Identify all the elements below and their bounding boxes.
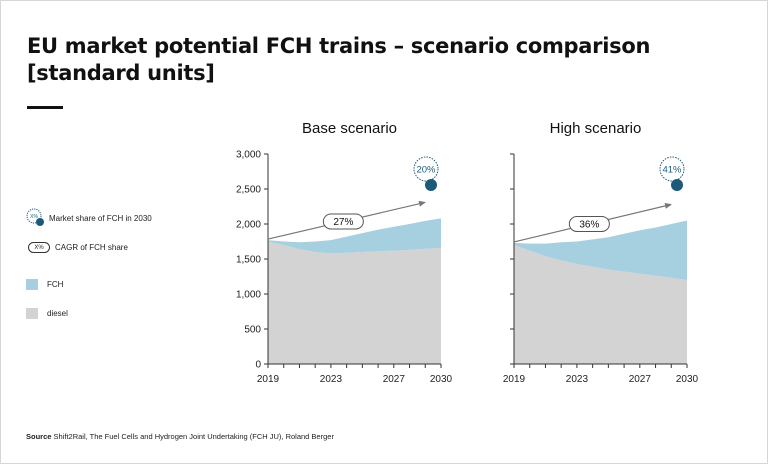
chart-1-x-tick-label: 2027 (383, 374, 406, 385)
chart-1-y-tick-label: 1,000 (236, 290, 261, 301)
legend-diesel: diesel (26, 308, 68, 319)
chart-1: Base scenario 0 500 1,000 1,500 2,000 2,500 3,0… (236, 120, 453, 385)
chart-1-y-tick-label: 3,000 (236, 150, 261, 161)
page-title: EU market potential FCH trains – scenari… (27, 34, 651, 85)
chart-2-diesel-area (514, 245, 687, 364)
legend-fch-label: FCH (47, 280, 64, 289)
chart-2-fch-area (514, 220, 687, 280)
chart-1-y-tick-label: 500 (244, 325, 261, 336)
legend-market-share: X% Market share of FCH in 2030 (26, 208, 152, 228)
chart-1-fch-area (268, 218, 441, 254)
chart-1-cagr-pill (322, 213, 364, 230)
chart-1-x-tick-label: 2030 (430, 374, 453, 385)
market-share-icon: X% (26, 208, 44, 228)
chart-1-y-tick-label: 0 (255, 360, 261, 371)
chart-2-x-tick-label: 2027 (629, 374, 652, 385)
chart-2-title: High scenario (550, 120, 642, 137)
chart-1-h2-drop-icon (425, 179, 437, 191)
legend-fch: FCH (26, 279, 63, 290)
cagr-pill-icon: X% (28, 242, 50, 253)
chart-1-market-share-circle (413, 156, 439, 182)
chart-1-title: Base scenario (302, 120, 397, 137)
source-prefix: Source (26, 432, 52, 441)
chart-1-cagr-label: 27% (333, 217, 353, 228)
legend-diesel-label: diesel (47, 309, 68, 318)
legend-cagr-label: CAGR of FCH share (55, 243, 128, 252)
legend-cagr: X% CAGR of FCH share (26, 242, 128, 253)
chart-1-y-tick-label: 1,500 (236, 255, 261, 266)
chart-2-market-share-circle (659, 156, 685, 182)
fch-swatch (26, 279, 38, 290)
legend-market-share-label: Market share of FCH in 2030 (49, 213, 152, 223)
chart-2-market-share-label: 41% (662, 165, 682, 176)
title-rule (27, 106, 63, 109)
chart-2-x-tick-label: 2023 (566, 374, 589, 385)
chart-2-x-tick-label: 2030 (676, 374, 699, 385)
chart-2-h2-drop-icon (671, 179, 683, 191)
source-note: Source Shift2Rail, The Fuel Cells and Hy… (26, 432, 334, 441)
chart-1-diesel-area (268, 241, 441, 364)
chart-1-y-tick-label: 2,000 (236, 220, 261, 231)
chart-2: High scenario 2019 2023 2027 2030 36% 41% (503, 120, 699, 385)
chart-1-x-tick-label: 2019 (257, 374, 280, 385)
chart-2-cagr-label: 36% (579, 219, 599, 230)
chart-1-y-tick-label: 2,500 (236, 185, 261, 196)
diesel-swatch (26, 308, 38, 319)
chart-2-x-tick-label: 2019 (503, 374, 526, 385)
chart-1-market-share-label: 20% (416, 165, 436, 176)
chart-1-x-tick-label: 2023 (320, 374, 343, 385)
chart-2-cagr-pill (568, 215, 610, 232)
market-share-icon-text: X% (30, 214, 38, 220)
source-text: Shift2Rail, The Fuel Cells and Hydrogen … (53, 432, 334, 441)
